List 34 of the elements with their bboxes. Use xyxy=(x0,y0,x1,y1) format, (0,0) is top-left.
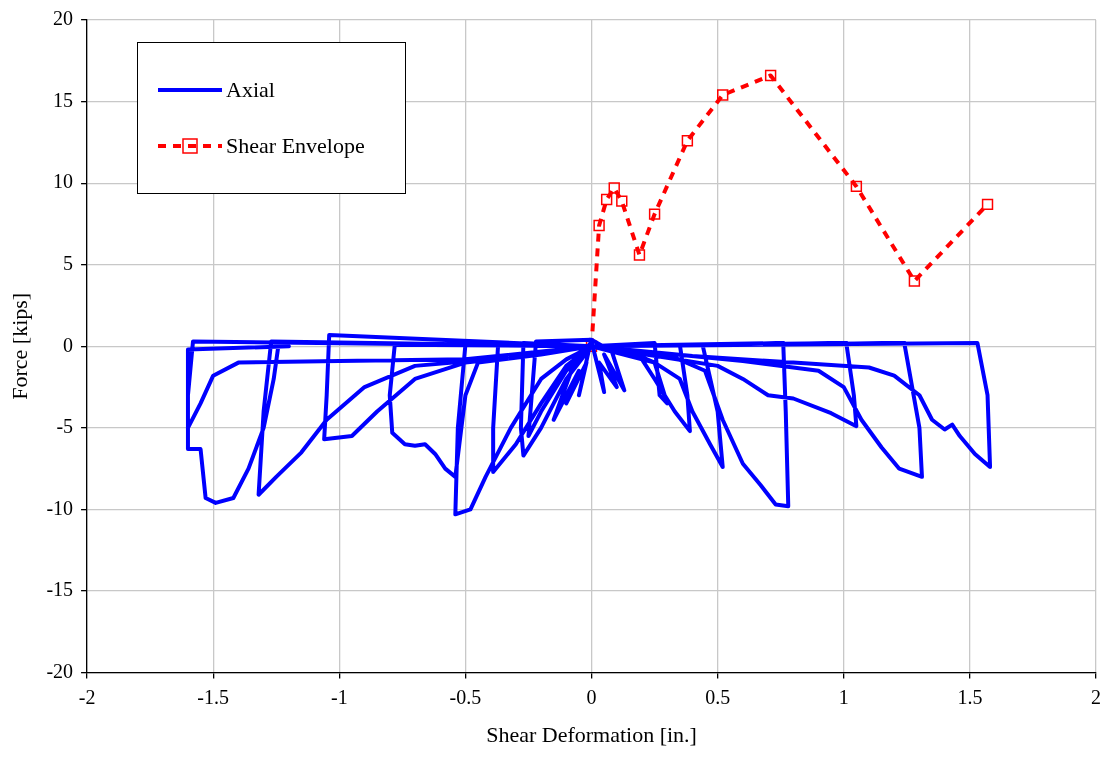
x-axis-title: Shear Deformation [in.] xyxy=(486,721,697,747)
x-tick-label: 0.5 xyxy=(705,685,731,708)
y-tick-label: 5 xyxy=(63,251,74,274)
point xyxy=(908,275,921,287)
point xyxy=(850,180,863,193)
point xyxy=(681,135,694,147)
point xyxy=(593,219,605,232)
y-tick-label: -20 xyxy=(46,659,74,682)
x-tick-label: -0.5 xyxy=(449,685,482,708)
y-tick-label: 15 xyxy=(53,88,74,111)
x-tick-label: -2 xyxy=(78,685,96,708)
x-tick-label: 0 xyxy=(586,685,597,708)
x-tick-label: -1 xyxy=(330,685,348,708)
point xyxy=(648,208,661,220)
y-tick-label: 10 xyxy=(53,170,74,193)
x-tick-label: 1 xyxy=(838,685,849,708)
point xyxy=(600,193,613,206)
point xyxy=(616,195,628,207)
y-axis-title: Force [kips] xyxy=(6,292,32,400)
y-tick-label: 20 xyxy=(53,7,74,30)
y-tick-label: -10 xyxy=(46,496,74,519)
y-tick-label: -15 xyxy=(46,578,74,601)
y-tick-label: -5 xyxy=(56,415,74,438)
point xyxy=(716,89,729,101)
point xyxy=(608,182,620,194)
x-tick-label: 2 xyxy=(1091,685,1101,708)
legend-label: Axial xyxy=(226,77,275,103)
point xyxy=(633,249,646,261)
y-tick-label: 0 xyxy=(63,333,74,356)
point xyxy=(764,69,777,82)
legend-label: Shear Envelope xyxy=(226,133,365,159)
x-tick-label: 1.5 xyxy=(957,685,983,708)
point xyxy=(981,198,994,211)
x-tick-label: -1.5 xyxy=(197,685,230,708)
